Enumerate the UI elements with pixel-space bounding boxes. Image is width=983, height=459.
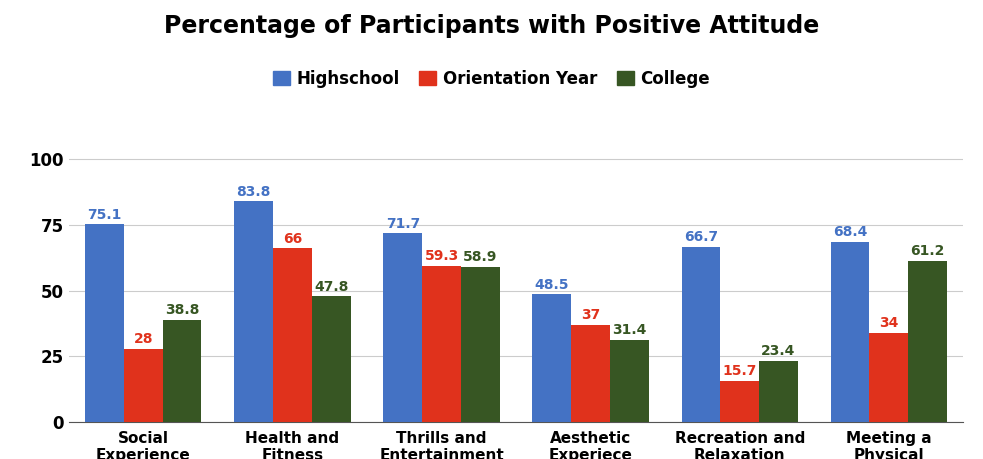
Text: 75.1: 75.1 (87, 208, 122, 222)
Text: 83.8: 83.8 (237, 185, 271, 199)
Bar (273, 248, 312, 422)
Text: 66.7: 66.7 (684, 230, 718, 244)
Bar (610, 340, 649, 422)
Text: 37: 37 (581, 308, 601, 322)
Bar (163, 320, 202, 422)
Bar (681, 246, 721, 422)
Legend: Highschool, Orientation Year, College: Highschool, Orientation Year, College (266, 63, 717, 95)
Bar (422, 266, 461, 422)
Bar (234, 202, 273, 422)
Text: 28: 28 (134, 332, 153, 346)
Bar (461, 267, 499, 422)
Text: 71.7: 71.7 (385, 217, 420, 231)
Text: 23.4: 23.4 (761, 344, 795, 358)
Text: 58.9: 58.9 (463, 251, 497, 264)
Text: 31.4: 31.4 (612, 323, 647, 337)
Text: Percentage of Participants with Positive Attitude: Percentage of Participants with Positive… (164, 14, 819, 38)
Bar (869, 333, 908, 422)
Bar (86, 224, 124, 422)
Text: 38.8: 38.8 (165, 303, 200, 318)
Text: 61.2: 61.2 (910, 244, 945, 258)
Bar (571, 325, 610, 422)
Text: 47.8: 47.8 (314, 280, 348, 294)
Text: 34: 34 (879, 316, 898, 330)
Bar (759, 361, 798, 422)
Bar (831, 242, 869, 422)
Text: 48.5: 48.5 (535, 278, 569, 292)
Bar (124, 348, 163, 422)
Text: 59.3: 59.3 (425, 249, 459, 263)
Text: 68.4: 68.4 (833, 225, 867, 240)
Bar (721, 381, 759, 422)
Bar (383, 233, 422, 422)
Text: 66: 66 (283, 232, 302, 246)
Bar (312, 297, 351, 422)
Text: 15.7: 15.7 (723, 364, 757, 378)
Bar (533, 295, 571, 422)
Bar (908, 261, 947, 422)
